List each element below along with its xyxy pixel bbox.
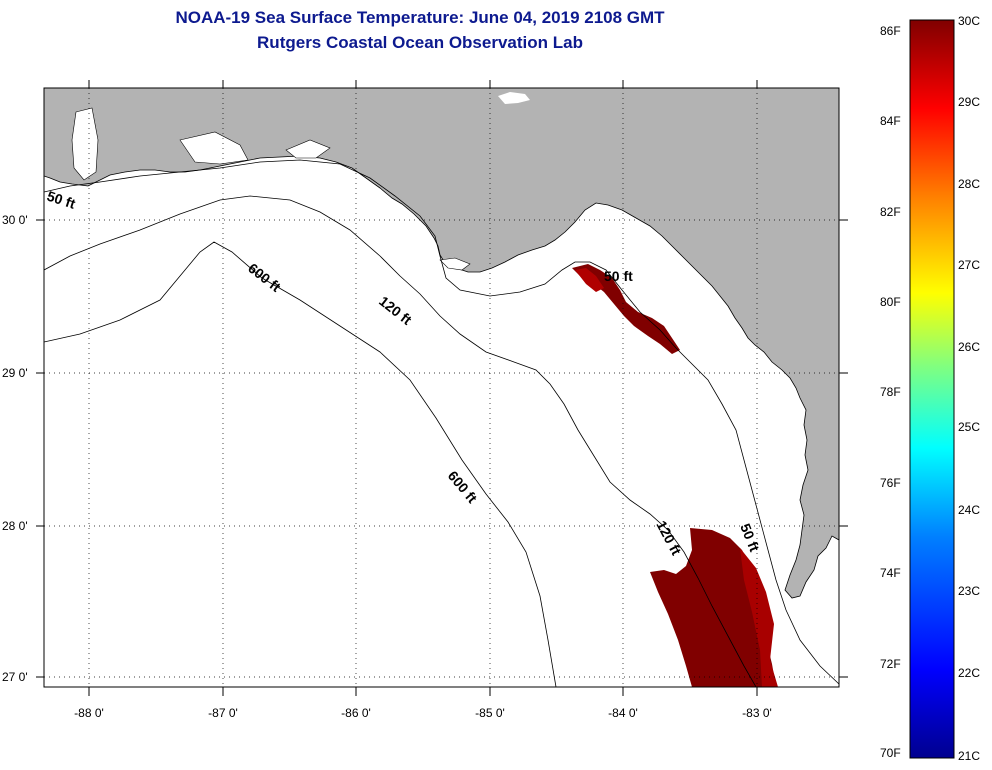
colorbar-c-label: 29C — [958, 95, 981, 109]
bay — [285, 139, 331, 159]
bay — [439, 257, 471, 271]
colorbar-c-label: 25C — [958, 420, 981, 434]
colorbar-f-label: 86F — [880, 24, 901, 38]
colorbar-f-label: 80F — [880, 295, 901, 309]
colorbar-f-label: 70F — [880, 746, 901, 760]
map-subtitle: Rutgers Coastal Ocean Observation Lab — [257, 33, 583, 52]
axis-ticks — [36, 80, 848, 696]
lon-label: -88 0' — [74, 706, 104, 720]
lon-label: -83 0' — [742, 706, 772, 720]
bay — [179, 131, 249, 165]
colorbar-c-label: 26C — [958, 340, 981, 354]
contour-120ft — [44, 195, 757, 687]
colorbar-c-label: 24C — [958, 503, 981, 517]
contour-50ft — [44, 159, 839, 685]
colorbar-c-label: 28C — [958, 177, 981, 191]
colorbar-c-label: 22C — [958, 666, 981, 680]
lat-label: 29 0' — [2, 366, 28, 380]
land-mass — [44, 88, 839, 599]
colorbar-f-label: 72F — [880, 657, 901, 671]
map-title: NOAA-19 Sea Surface Temperature: June 04… — [175, 8, 665, 27]
lat-label: 28 0' — [2, 519, 28, 533]
colorbar-c-label: 27C — [958, 258, 981, 272]
lat-label: 27 0' — [2, 670, 28, 684]
colorbar-f-label: 82F — [880, 205, 901, 219]
contour-label: 50 ft — [604, 268, 633, 284]
colorbar-c-label: 23C — [958, 584, 981, 598]
contour-600ft — [44, 241, 557, 687]
colorbar-c-label: 30C — [958, 14, 981, 28]
colorbar-f-label: 78F — [880, 385, 901, 399]
lon-label: -84 0' — [608, 706, 638, 720]
sst-patch-north-edge — [575, 268, 604, 292]
sst-patch-south-edge — [740, 548, 778, 687]
lon-label: -86 0' — [341, 706, 371, 720]
colorbar-c-label: 21C — [958, 749, 981, 763]
lon-label: -87 0' — [208, 706, 238, 720]
bay — [71, 107, 99, 181]
colorbar-f-label: 76F — [880, 476, 901, 490]
lat-label: 30 0' — [2, 213, 28, 227]
colorbar — [909, 19, 955, 759]
lon-label: -85 0' — [475, 706, 505, 720]
colorbar-f-label: 84F — [880, 114, 901, 128]
colorbar-f-label: 74F — [880, 566, 901, 580]
map-frame — [43, 87, 840, 688]
inland-lake — [498, 92, 530, 104]
